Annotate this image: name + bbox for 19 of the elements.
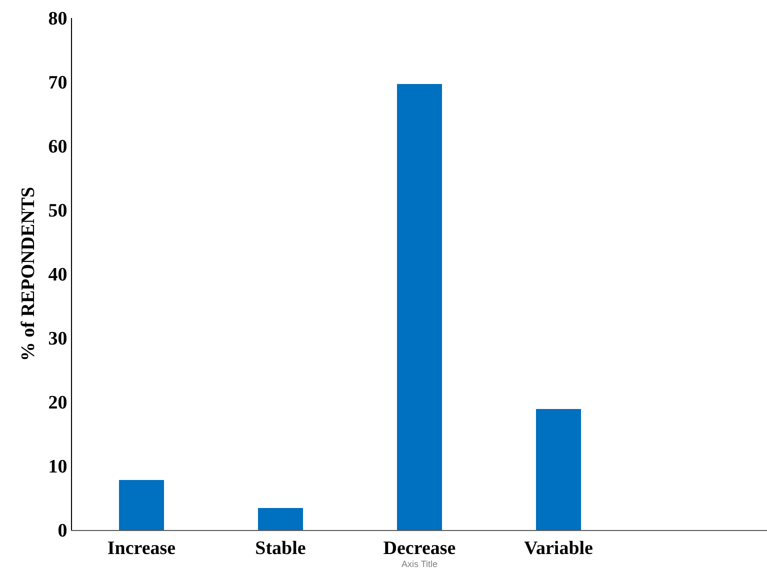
y-tick-label: 10 [48,456,68,478]
y-axis-title: % of REPONDENTS [18,186,40,362]
y-tick-label: 20 [48,392,68,414]
bar [397,84,442,530]
y-tick-label: 70 [48,72,68,94]
y-tick-label: 40 [48,264,68,286]
bar [119,480,164,530]
y-tick-label: 50 [48,200,68,222]
x-tick-label: Decrease [383,538,456,559]
y-tick-label: 80 [48,8,68,30]
x-axis-title: Axis Title [401,559,438,569]
bar [536,409,581,530]
x-tick-label: Variable [524,538,593,559]
x-tick-label: Stable [255,538,306,559]
y-tick-label: 60 [48,136,68,158]
bar [258,508,303,530]
y-tick-label: 0 [58,520,68,542]
x-tick-label: Increase [107,538,176,559]
y-tick-label: 30 [48,328,68,350]
